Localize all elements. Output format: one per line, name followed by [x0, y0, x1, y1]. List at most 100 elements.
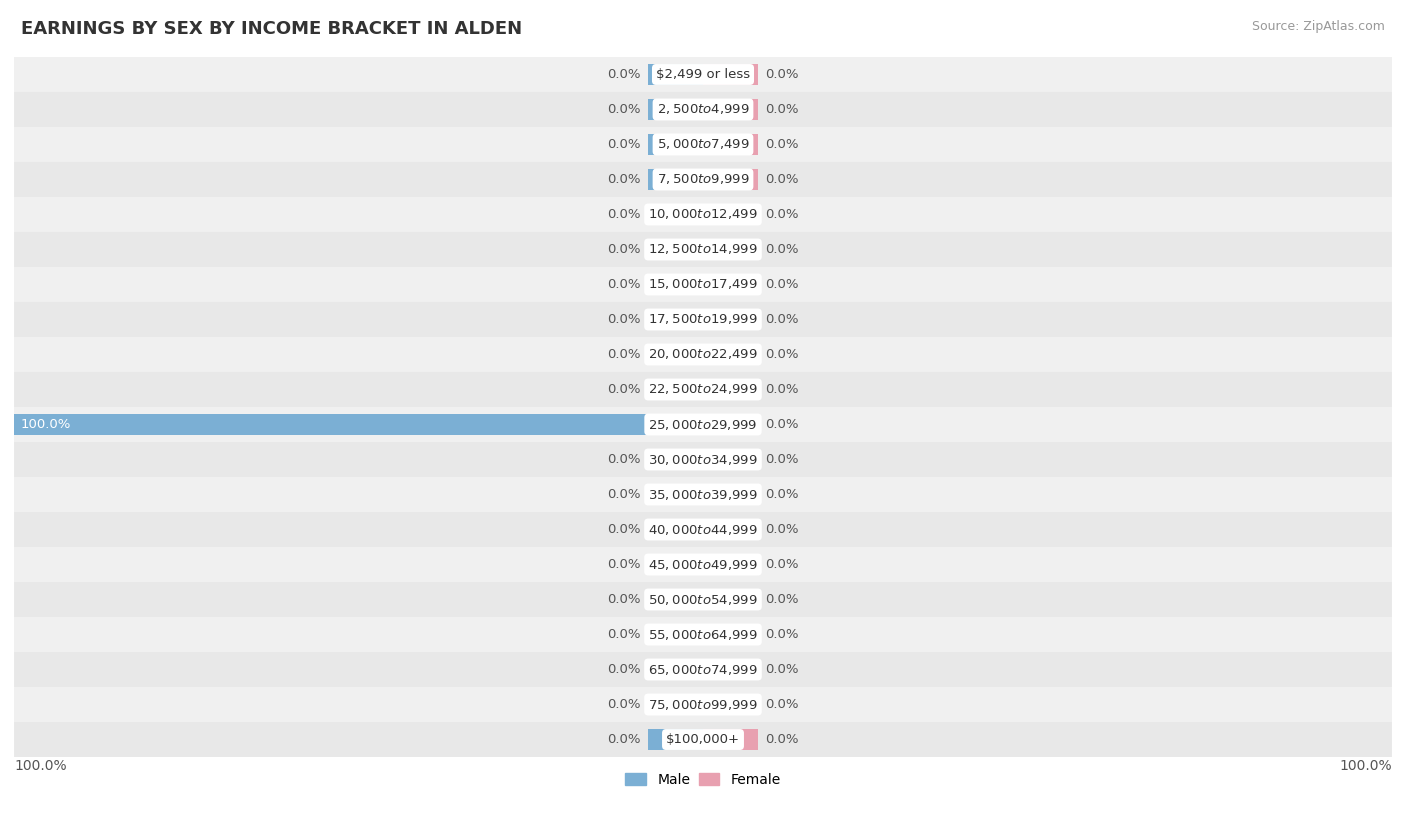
- FancyBboxPatch shape: [14, 92, 1392, 127]
- Text: 0.0%: 0.0%: [765, 138, 799, 151]
- Legend: Male, Female: Male, Female: [620, 767, 786, 792]
- Bar: [703, 309, 758, 330]
- Bar: [648, 239, 703, 260]
- Bar: [703, 133, 758, 155]
- Text: 0.0%: 0.0%: [607, 383, 641, 396]
- Text: $30,000 to $34,999: $30,000 to $34,999: [648, 453, 758, 466]
- Text: $2,500 to $4,999: $2,500 to $4,999: [657, 103, 749, 116]
- Text: 0.0%: 0.0%: [607, 698, 641, 711]
- Text: 0.0%: 0.0%: [607, 558, 641, 571]
- Bar: [648, 63, 703, 85]
- FancyBboxPatch shape: [14, 57, 1392, 92]
- Text: 0.0%: 0.0%: [765, 313, 799, 326]
- Bar: [648, 484, 703, 505]
- FancyBboxPatch shape: [14, 302, 1392, 337]
- Text: 0.0%: 0.0%: [607, 103, 641, 116]
- Bar: [703, 449, 758, 470]
- Bar: [703, 589, 758, 610]
- Bar: [648, 204, 703, 225]
- Bar: [648, 344, 703, 365]
- Bar: [703, 344, 758, 365]
- FancyBboxPatch shape: [14, 407, 1392, 442]
- Text: 0.0%: 0.0%: [765, 558, 799, 571]
- Text: $45,000 to $49,999: $45,000 to $49,999: [648, 558, 758, 571]
- Text: 0.0%: 0.0%: [765, 628, 799, 641]
- Text: 0.0%: 0.0%: [765, 733, 799, 746]
- Bar: [703, 168, 758, 190]
- Bar: [648, 694, 703, 716]
- Text: $75,000 to $99,999: $75,000 to $99,999: [648, 698, 758, 711]
- Text: 0.0%: 0.0%: [765, 243, 799, 256]
- Bar: [648, 449, 703, 470]
- Bar: [648, 309, 703, 330]
- Text: $10,000 to $12,499: $10,000 to $12,499: [648, 208, 758, 221]
- Bar: [703, 98, 758, 120]
- Text: 0.0%: 0.0%: [765, 523, 799, 536]
- FancyBboxPatch shape: [14, 372, 1392, 407]
- Bar: [703, 519, 758, 540]
- Bar: [703, 729, 758, 751]
- Bar: [703, 239, 758, 260]
- Bar: [648, 168, 703, 190]
- Text: 0.0%: 0.0%: [765, 698, 799, 711]
- Text: 0.0%: 0.0%: [765, 488, 799, 501]
- Text: $12,500 to $14,999: $12,500 to $14,999: [648, 243, 758, 256]
- Bar: [648, 624, 703, 646]
- FancyBboxPatch shape: [14, 547, 1392, 582]
- FancyBboxPatch shape: [14, 442, 1392, 477]
- Text: 100.0%: 100.0%: [21, 418, 72, 431]
- Bar: [703, 624, 758, 646]
- Text: 0.0%: 0.0%: [607, 628, 641, 641]
- Text: 0.0%: 0.0%: [607, 733, 641, 746]
- Text: 0.0%: 0.0%: [607, 453, 641, 466]
- FancyBboxPatch shape: [14, 337, 1392, 372]
- Text: 0.0%: 0.0%: [765, 278, 799, 291]
- FancyBboxPatch shape: [14, 162, 1392, 197]
- Text: $100,000+: $100,000+: [666, 733, 740, 746]
- FancyBboxPatch shape: [14, 617, 1392, 652]
- Text: 0.0%: 0.0%: [765, 208, 799, 221]
- Text: $22,500 to $24,999: $22,500 to $24,999: [648, 383, 758, 396]
- Bar: [703, 63, 758, 85]
- Bar: [648, 729, 703, 751]
- Text: $40,000 to $44,999: $40,000 to $44,999: [648, 523, 758, 536]
- Text: EARNINGS BY SEX BY INCOME BRACKET IN ALDEN: EARNINGS BY SEX BY INCOME BRACKET IN ALD…: [21, 20, 522, 38]
- Bar: [648, 554, 703, 575]
- Text: 0.0%: 0.0%: [607, 208, 641, 221]
- Text: $35,000 to $39,999: $35,000 to $39,999: [648, 488, 758, 501]
- Bar: [648, 274, 703, 295]
- Bar: [703, 659, 758, 681]
- Text: 0.0%: 0.0%: [607, 313, 641, 326]
- Text: 0.0%: 0.0%: [607, 348, 641, 361]
- FancyBboxPatch shape: [14, 127, 1392, 162]
- FancyBboxPatch shape: [14, 652, 1392, 687]
- Text: $7,500 to $9,999: $7,500 to $9,999: [657, 173, 749, 186]
- Text: 0.0%: 0.0%: [765, 383, 799, 396]
- FancyBboxPatch shape: [14, 722, 1392, 757]
- Text: 0.0%: 0.0%: [765, 453, 799, 466]
- FancyBboxPatch shape: [14, 512, 1392, 547]
- Text: 0.0%: 0.0%: [765, 418, 799, 431]
- Bar: [703, 204, 758, 225]
- Text: 100.0%: 100.0%: [1340, 759, 1392, 772]
- Bar: [703, 484, 758, 505]
- Text: 0.0%: 0.0%: [607, 243, 641, 256]
- Text: 0.0%: 0.0%: [765, 348, 799, 361]
- Text: $55,000 to $64,999: $55,000 to $64,999: [648, 628, 758, 641]
- Bar: [703, 379, 758, 400]
- Bar: [703, 694, 758, 716]
- Text: 0.0%: 0.0%: [607, 488, 641, 501]
- Bar: [703, 274, 758, 295]
- Text: $2,499 or less: $2,499 or less: [657, 68, 749, 81]
- Text: $20,000 to $22,499: $20,000 to $22,499: [648, 348, 758, 361]
- Text: 0.0%: 0.0%: [607, 593, 641, 606]
- FancyBboxPatch shape: [14, 232, 1392, 267]
- Bar: [648, 98, 703, 120]
- Text: 0.0%: 0.0%: [765, 593, 799, 606]
- Bar: [648, 133, 703, 155]
- Bar: [14, 414, 703, 435]
- Bar: [648, 659, 703, 681]
- Text: 0.0%: 0.0%: [607, 523, 641, 536]
- Text: 100.0%: 100.0%: [14, 759, 66, 772]
- Bar: [648, 589, 703, 610]
